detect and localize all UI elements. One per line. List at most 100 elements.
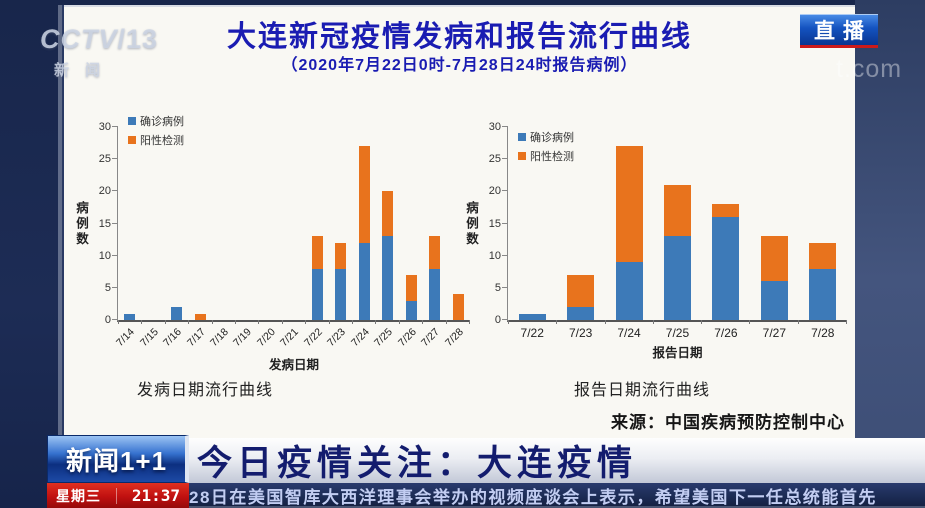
bar-segment (760, 281, 788, 320)
bar-7/19 (235, 127, 258, 320)
y-tick-mark (112, 126, 118, 127)
legend-swatch-icon (128, 136, 136, 144)
time-bar: 星期三 21:37 (47, 483, 189, 508)
x-tick-label: 7/23 (325, 326, 349, 349)
program-logo-news-1plus1: 新闻1+1 (47, 435, 189, 483)
right-background-strip (855, 0, 925, 508)
x-tick-label: 7/14 (114, 326, 138, 349)
y-tick-label: 30 (488, 121, 501, 133)
headline-text: 今日疫情关注：大连疫情 (197, 444, 638, 483)
data-source-credit: 来源：中国疾病预防控制中心 (611, 413, 845, 432)
bar-segment (382, 236, 394, 320)
news-ticker-text: 28日在美国智库大西洋理事会举办的视频座谈会上表示，希望美国下一任总统能首先 (189, 488, 877, 507)
chart-panel: 大连新冠疫情发病和报告流行曲线 （2020年7月22日0时-7月28日24时报告… (62, 5, 855, 441)
cctv-news-subtitle: 新闻 (54, 62, 117, 79)
bar-segment (760, 236, 788, 282)
x-axis-title: 报告日期 (652, 346, 703, 360)
bar-segment (405, 274, 417, 301)
y-tick-label: 10 (488, 249, 501, 262)
bar-segment (567, 307, 595, 320)
onset-chart-caption: 发病日期流行曲线 (136, 382, 273, 399)
x-tick-label: 7/25 (665, 326, 690, 340)
y-tick-label: 5 (494, 281, 501, 294)
bar-segment (809, 242, 837, 269)
y-tick-mark (112, 190, 118, 192)
legend-item: 确诊病例 (128, 113, 184, 129)
legend-swatch-icon (518, 152, 526, 160)
bar-segment (171, 307, 183, 320)
legend-label: 确诊病例 (530, 132, 574, 144)
x-tick-label: 7/24 (348, 326, 372, 349)
y-tick-mark (502, 190, 508, 192)
legend-label: 确诊病例 (140, 116, 184, 128)
legend-label: 阳性检测 (140, 135, 184, 147)
legend-swatch-icon (128, 117, 136, 125)
bar-segment (382, 191, 394, 237)
y-tick-mark (112, 254, 118, 256)
bar-segment (194, 313, 206, 320)
x-tick-label: 7/27 (419, 326, 443, 349)
bar-7/28 (447, 127, 470, 320)
news-ticker-bar: 28日在美国智库大西洋理事会举办的视频座谈会上表示，希望美国下一任总统能首先 (189, 483, 925, 508)
cctv-13-channel-logo: CCTV/13 新闻 (40, 24, 158, 80)
bar-segment (124, 313, 136, 320)
bar-7/23 (329, 127, 352, 320)
bar-segment (429, 268, 441, 320)
bar-7/24 (605, 127, 653, 320)
y-tick-label: 15 (98, 217, 111, 230)
y-tick-label: 0 (104, 314, 111, 326)
bar-7/22 (508, 127, 556, 320)
bar-segment (615, 262, 643, 320)
y-tick-label: 20 (488, 185, 501, 198)
bar-7/14 (118, 127, 141, 320)
bar-segment (335, 268, 347, 320)
x-tick-label: 7/28 (442, 326, 466, 349)
y-tick-mark (502, 286, 508, 288)
y-tick-mark (112, 158, 118, 160)
x-tick-label: 7/20 (254, 326, 278, 349)
y-tick-mark (502, 222, 508, 224)
bars-area (508, 127, 847, 320)
station-watermark: t.com (836, 55, 903, 83)
legend-label: 阳性检测 (530, 151, 574, 163)
chart-panel-subtitle: （2020年7月22日0时-7月28日24时报告病例） (281, 57, 638, 74)
weekday-label: 星期三 (56, 487, 101, 504)
bar-segment (335, 242, 347, 269)
bar-7/28 (799, 127, 847, 320)
bar-segment (452, 294, 464, 320)
legend-item: 阳性检测 (128, 132, 184, 148)
bar-7/20 (259, 127, 282, 320)
x-axis-labels: 7/14 7/15 7/16 7/17 7/18 7/19 7/20 7/21 7/22 7/23… (114, 320, 470, 352)
y-tick-label: 10 (98, 249, 111, 262)
chart-legend: 确诊病例 阳性检测 (128, 113, 184, 151)
legend-swatch-icon (518, 133, 526, 141)
bar-7/23 (556, 127, 604, 320)
bar-7/24 (353, 127, 376, 320)
bar-segment (712, 204, 740, 218)
headline-bar: 今日疫情关注：大连疫情 (189, 438, 925, 483)
y-tick-label: 5 (104, 281, 111, 294)
y-tick-mark (112, 286, 118, 288)
chart-legend: 确诊病例 阳性检测 (518, 129, 574, 167)
report-chart-caption: 报告日期流行曲线 (573, 382, 710, 399)
x-tick-label: 7/25 (372, 326, 396, 349)
x-tick-label: 7/21 (278, 326, 302, 349)
bar-7/25 (376, 127, 399, 320)
legend-item: 阳性检测 (518, 148, 574, 164)
bar-segment (663, 184, 691, 237)
y-axis-title: 病例数 (464, 200, 478, 247)
bar-7/21 (282, 127, 305, 320)
x-axis-ticks (508, 320, 847, 324)
x-tick-label: 7/17 (184, 326, 208, 349)
bar-7/18 (212, 127, 235, 320)
bar-7/22 (306, 127, 329, 320)
x-tick-label: 7/22 (301, 326, 325, 349)
y-tick-label: 20 (98, 185, 111, 198)
y-tick-label: 30 (98, 121, 111, 133)
x-tick-label: 7/26 (714, 326, 738, 340)
y-tick-label: 0 (494, 314, 501, 326)
x-tick-label: 7/26 (395, 326, 419, 349)
cctv-wordmark: CCTV/13 (40, 24, 159, 54)
y-tick-mark (502, 158, 508, 160)
